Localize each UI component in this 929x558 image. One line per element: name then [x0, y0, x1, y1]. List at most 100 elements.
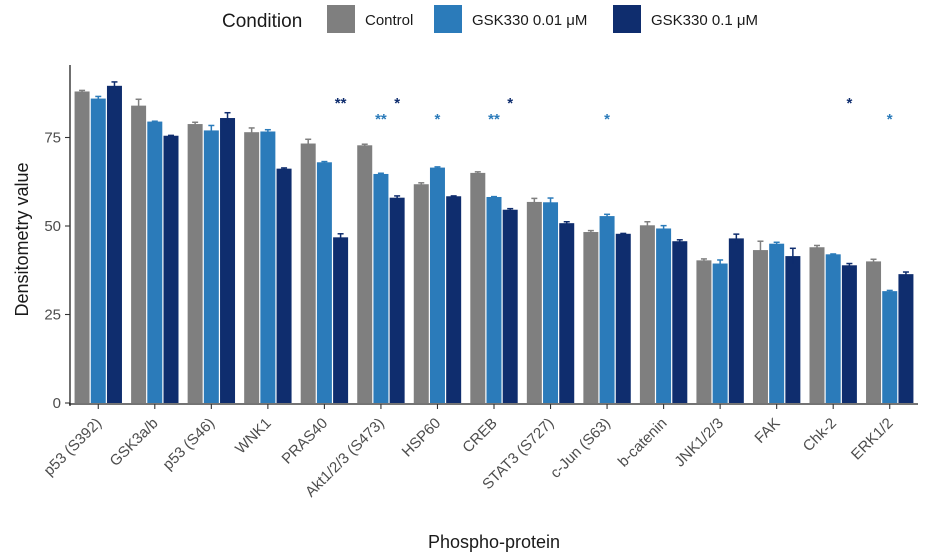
error-bar	[224, 111, 231, 124]
error-bar	[474, 171, 481, 174]
error-bar	[151, 120, 158, 122]
error-bar	[870, 258, 877, 264]
bar	[373, 173, 389, 403]
error-bar	[394, 195, 401, 200]
error-bar	[700, 258, 707, 262]
legend-item: Control	[327, 5, 413, 33]
significance-marker: *	[887, 111, 893, 128]
error-bar	[418, 182, 425, 186]
bar	[413, 184, 429, 403]
error-bar	[757, 240, 764, 259]
bar	[260, 131, 276, 403]
bar	[639, 225, 655, 403]
bar	[696, 260, 712, 403]
significance-marker: *	[507, 95, 513, 112]
y-tick-label: 75	[44, 130, 61, 147]
x-tick-label: p53 (S392)	[41, 415, 106, 480]
x-tick-label: GSK3a/b	[107, 415, 162, 470]
bar	[163, 135, 179, 404]
bar	[502, 209, 518, 403]
error-bar	[377, 172, 384, 175]
significance-marker: **	[375, 111, 387, 128]
bar	[599, 216, 615, 403]
bar	[203, 130, 219, 404]
x-tick-label: WNK1	[232, 415, 275, 458]
error-bar	[563, 221, 570, 225]
error-bar	[305, 138, 312, 148]
bar	[898, 274, 914, 403]
error-bar	[660, 224, 667, 232]
x-tick-label: FAK	[751, 415, 783, 447]
error-bar	[507, 207, 514, 211]
legend-item: GSK330 0.1 μM	[613, 5, 758, 33]
bar	[752, 250, 768, 403]
x-tick-label: ERK1/2	[848, 415, 897, 464]
error-bar	[814, 244, 820, 250]
error-bar	[620, 232, 627, 235]
significance-marker: *	[846, 95, 852, 112]
x-tick-label: JNK1/2/3	[671, 415, 727, 471]
bar	[841, 265, 857, 403]
error-bar	[491, 195, 497, 198]
bar	[357, 145, 373, 403]
error-bar	[531, 197, 538, 206]
bar	[728, 238, 744, 403]
error-bar	[717, 259, 724, 268]
legend-label: GSK330 0.1 μM	[651, 12, 758, 29]
x-tick-label: HSP60	[399, 415, 445, 461]
x-tick-label: p53 (S46)	[160, 415, 219, 474]
error-bar	[676, 239, 683, 243]
error-bar	[337, 233, 344, 241]
legend-swatch	[613, 5, 641, 33]
bar	[106, 85, 122, 403]
error-bar	[733, 233, 740, 243]
x-axis-title: Phospho-protein	[428, 532, 560, 552]
bar	[526, 201, 542, 403]
error-bar	[95, 95, 102, 101]
x-tick-label: PRAS40	[279, 415, 332, 468]
y-axis-title: Densitometry value	[12, 162, 32, 316]
bar	[809, 247, 825, 403]
bar	[244, 132, 260, 403]
legend: Condition Control GSK330 0.01 μM GSK330 0.…	[222, 5, 758, 33]
legend-swatch	[434, 5, 462, 33]
error-bar	[361, 143, 368, 147]
error-bar	[281, 167, 288, 170]
bar	[220, 118, 236, 403]
significance-marker: *	[394, 95, 400, 112]
bar	[615, 233, 631, 403]
bar	[147, 121, 163, 403]
error-bar	[644, 221, 651, 229]
error-bar	[321, 160, 328, 163]
error-bar	[846, 262, 853, 268]
bar	[90, 98, 106, 403]
bar	[300, 143, 316, 403]
bar	[187, 124, 203, 403]
legend-label: GSK330 0.01 μM	[472, 12, 587, 29]
bar	[825, 254, 841, 403]
bar	[559, 223, 575, 403]
error-bar	[902, 271, 909, 277]
legend-swatch	[327, 5, 355, 33]
x-tick-label: c-Jun (S63)	[547, 415, 614, 482]
bar	[656, 228, 672, 403]
bar	[672, 241, 688, 403]
error-bar	[192, 121, 199, 126]
legend-label: Control	[365, 12, 413, 29]
error-bar	[111, 81, 118, 90]
bar	[486, 196, 502, 403]
bar	[583, 232, 599, 403]
error-bar	[773, 241, 780, 246]
bar	[785, 256, 801, 403]
error-bar	[604, 213, 611, 218]
error-bar	[450, 195, 457, 197]
error-bar	[587, 229, 594, 234]
significance-marker: **	[488, 111, 500, 128]
y-tick-label: 0	[53, 395, 61, 412]
significance-markers: ****** ******	[335, 95, 893, 128]
error-bar	[886, 289, 893, 292]
error-bar	[264, 128, 271, 134]
error-bar	[208, 124, 215, 136]
bars	[74, 85, 914, 404]
